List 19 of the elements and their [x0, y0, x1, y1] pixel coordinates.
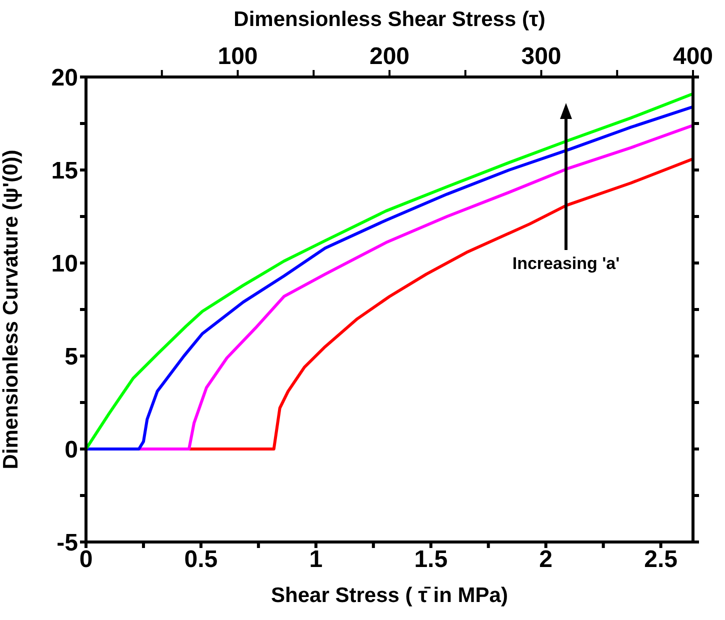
x2-tick-label: 100: [218, 43, 258, 70]
x-axis-title: Shear Stress ( τ̄ in MPa): [271, 584, 508, 607]
x2-tick-label: 400: [672, 43, 714, 70]
y-tick-label: 5: [64, 344, 78, 371]
y-tick-label: 15: [51, 158, 78, 185]
y-tick-label: -5: [56, 530, 78, 557]
chart-title: Dimensionless Shear Stress (τ): [234, 8, 546, 31]
x2-tick-label: 200: [369, 43, 410, 70]
y-tick-label: 10: [51, 250, 78, 278]
annotation: Increasing 'a': [512, 254, 620, 274]
x-tick-label: 0.5: [184, 546, 218, 574]
x-tick-label: 1.5: [414, 546, 448, 574]
x-tick-label: 2: [539, 546, 553, 574]
y-axis-title: Dimensionless Curvature (ψ'(0)): [0, 150, 22, 470]
x2-tick-label: 300: [521, 43, 562, 70]
y-tick-label: 0: [64, 436, 78, 464]
x-tick-label: 2.5: [644, 546, 678, 574]
x-tick-label: 1: [309, 546, 323, 574]
y-tick-label: 20: [51, 64, 78, 92]
